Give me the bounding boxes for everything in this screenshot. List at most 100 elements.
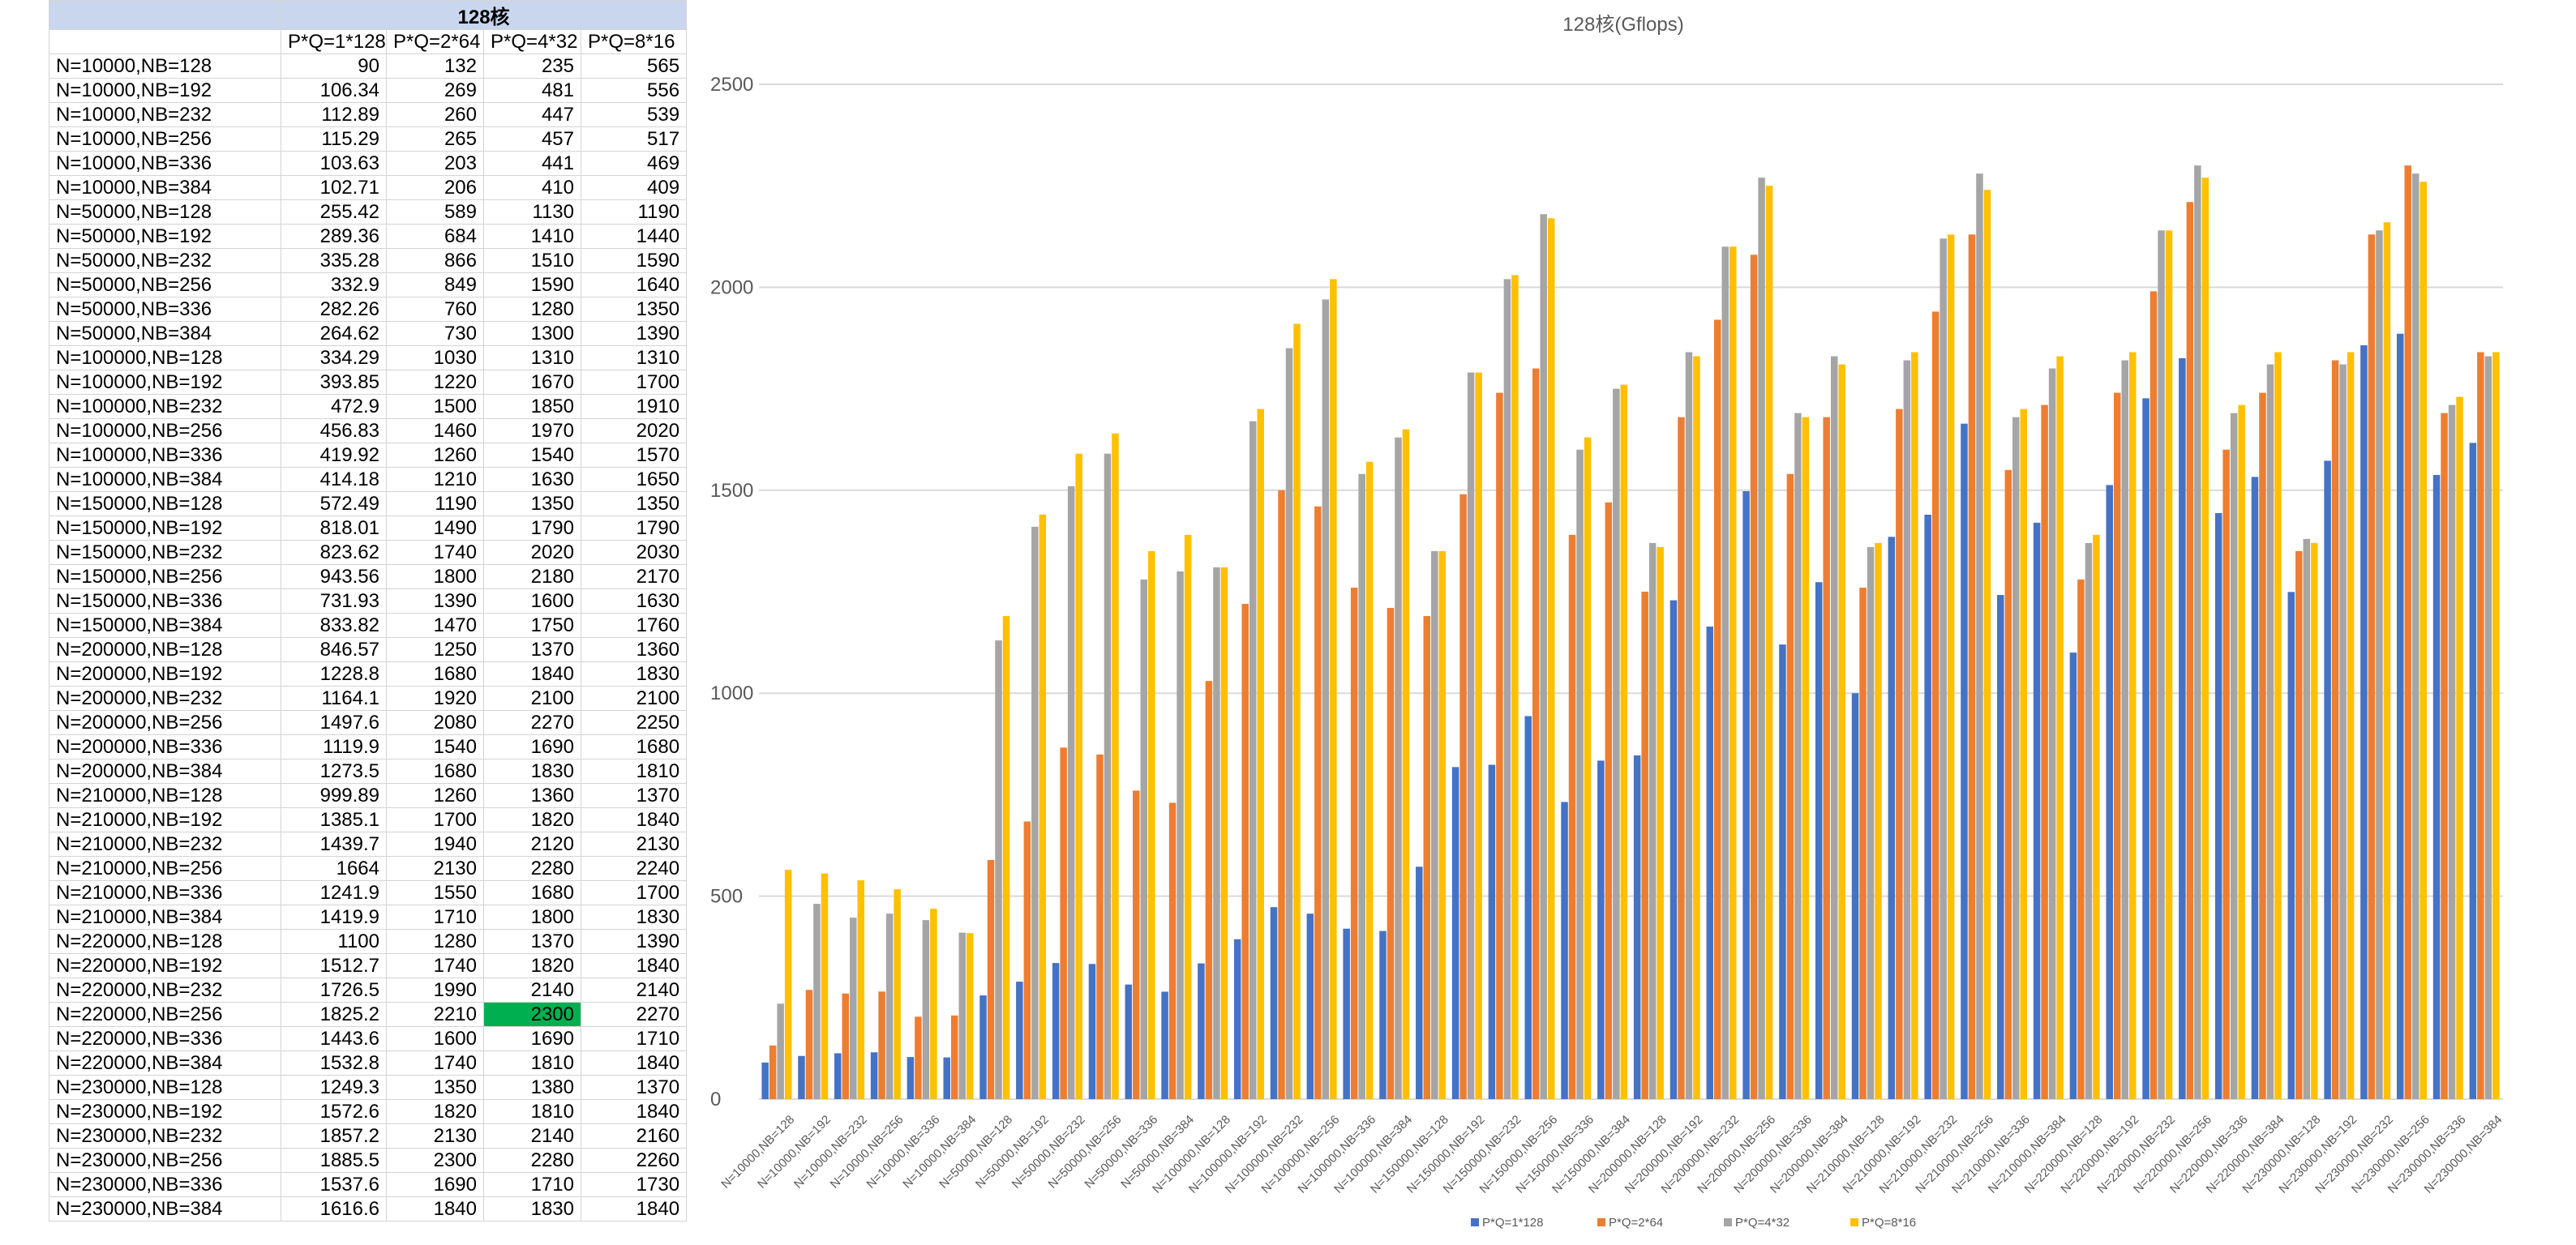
bar[interactable] <box>2222 449 2230 1099</box>
bar[interactable] <box>1257 409 1264 1099</box>
bar[interactable] <box>2186 202 2194 1100</box>
value-cell[interactable]: 2250 <box>580 710 688 735</box>
bar[interactable] <box>2121 360 2128 1099</box>
value-cell[interactable]: 1630 <box>580 588 688 614</box>
value-cell[interactable]: 409 <box>580 175 688 200</box>
bar[interactable] <box>1947 234 1955 1099</box>
bar[interactable] <box>1721 246 1729 1099</box>
value-cell[interactable]: 2130 <box>580 832 688 857</box>
value-cell[interactable]: 1726.5 <box>281 978 387 1003</box>
value-cell[interactable]: 1210 <box>386 467 484 492</box>
value-cell[interactable]: 1100 <box>281 929 387 954</box>
value-cell[interactable]: 1710 <box>386 905 484 930</box>
value-cell[interactable]: 1840 <box>580 1196 688 1221</box>
value-cell[interactable]: 1630 <box>483 467 581 492</box>
bar[interactable] <box>1140 579 1148 1099</box>
value-cell[interactable]: 1740 <box>386 1050 484 1076</box>
value-cell[interactable]: 2240 <box>580 856 688 881</box>
bar[interactable] <box>1823 417 1830 1099</box>
bar[interactable] <box>1678 417 1685 1099</box>
column-header[interactable]: P*Q=8*16 <box>580 29 688 54</box>
value-cell[interactable]: 1350 <box>580 491 688 516</box>
value-cell[interactable]: 1590 <box>483 272 581 297</box>
value-cell[interactable]: 2020 <box>580 418 688 443</box>
bar[interactable] <box>1605 502 1613 1099</box>
bar[interactable] <box>2093 534 2100 1099</box>
value-cell[interactable]: 1970 <box>483 418 581 443</box>
value-cell[interactable]: 1840 <box>386 1196 484 1221</box>
value-cell[interactable]: 1550 <box>386 880 484 905</box>
bar[interactable] <box>1496 392 1503 1099</box>
bar[interactable] <box>1177 571 1184 1099</box>
bar[interactable] <box>1997 595 2004 1099</box>
bar[interactable] <box>1620 384 1628 1099</box>
bar[interactable] <box>2420 182 2427 1099</box>
value-cell[interactable]: 1390 <box>580 929 688 954</box>
row-label-cell[interactable]: N=200000,NB=232 <box>49 686 281 711</box>
bar[interactable] <box>987 860 995 1099</box>
value-cell[interactable]: 1410 <box>483 224 581 249</box>
value-cell[interactable]: 760 <box>386 297 484 322</box>
bar[interactable] <box>1314 506 1322 1099</box>
bar[interactable] <box>2077 579 2085 1099</box>
bar[interactable] <box>907 1057 915 1099</box>
row-label-cell[interactable]: N=210000,NB=232 <box>49 832 281 857</box>
bar[interactable] <box>2251 477 2259 1099</box>
value-cell[interactable]: 1390 <box>386 588 484 614</box>
bar[interactable] <box>1293 323 1301 1099</box>
row-label-cell[interactable]: N=220000,NB=232 <box>49 978 281 1003</box>
bar[interactable] <box>1641 592 1648 1099</box>
bar[interactable] <box>1779 644 1786 1099</box>
bar[interactable] <box>1379 931 1387 1099</box>
value-cell[interactable]: 282.26 <box>281 297 387 322</box>
bar[interactable] <box>943 1057 950 1099</box>
row-label-cell[interactable]: N=210000,NB=336 <box>49 880 281 905</box>
bar[interactable] <box>1867 546 1875 1099</box>
bar[interactable] <box>1075 453 1082 1099</box>
row-label-cell[interactable]: N=220000,NB=336 <box>49 1026 281 1051</box>
row-label-cell[interactable]: N=200000,NB=128 <box>49 637 281 662</box>
row-label-cell[interactable]: N=200000,NB=256 <box>49 710 281 735</box>
bar[interactable] <box>1976 173 1983 1099</box>
bar[interactable] <box>958 932 966 1099</box>
bar[interactable] <box>1488 764 1496 1099</box>
value-cell[interactable]: 1500 <box>386 394 484 419</box>
value-cell[interactable]: 1616.6 <box>281 1196 387 1221</box>
value-cell[interactable]: 1670 <box>483 370 581 395</box>
value-cell[interactable]: 414.18 <box>281 467 387 492</box>
bar[interactable] <box>2492 352 2500 1099</box>
bar[interactable] <box>1742 491 1750 1099</box>
row-label-cell[interactable]: N=210000,NB=256 <box>49 856 281 881</box>
row-label-cell[interactable]: N=150000,NB=256 <box>49 564 281 589</box>
value-cell[interactable]: 572.49 <box>281 491 387 516</box>
bar[interactable] <box>1685 352 1693 1099</box>
value-cell[interactable]: 1740 <box>386 540 484 565</box>
value-cell[interactable]: 1820 <box>483 953 581 978</box>
row-label-cell[interactable]: N=10000,NB=128 <box>49 53 281 79</box>
value-cell[interactable]: 2160 <box>580 1123 688 1149</box>
value-cell[interactable]: 1590 <box>580 248 688 273</box>
bar[interactable] <box>2287 592 2295 1099</box>
bar[interactable] <box>2441 413 2448 1099</box>
value-cell[interactable]: 393.85 <box>281 370 387 395</box>
row-label-cell[interactable]: N=50000,NB=192 <box>49 224 281 249</box>
value-cell[interactable]: 1840 <box>580 807 688 832</box>
value-cell[interactable]: 2100 <box>580 686 688 711</box>
value-cell[interactable]: 1600 <box>386 1026 484 1051</box>
bar[interactable] <box>1423 616 1431 1099</box>
value-cell[interactable]: 1830 <box>580 661 688 687</box>
bar[interactable] <box>2448 404 2456 1100</box>
value-cell[interactable]: 1537.6 <box>281 1172 387 1197</box>
value-cell[interactable]: 1260 <box>386 443 484 468</box>
bar[interactable] <box>1002 616 1010 1099</box>
value-cell[interactable]: 1840 <box>483 661 581 687</box>
value-cell[interactable]: 1810 <box>483 1050 581 1076</box>
bar[interactable] <box>2056 356 2064 1099</box>
bar[interactable] <box>1365 461 1374 1099</box>
value-cell[interactable]: 1260 <box>386 783 484 808</box>
value-cell[interactable]: 260 <box>386 102 484 127</box>
value-cell[interactable]: 2280 <box>483 856 581 881</box>
bar[interactable] <box>1438 550 1447 1099</box>
value-cell[interactable]: 457 <box>483 126 581 152</box>
value-cell[interactable]: 481 <box>483 78 581 103</box>
